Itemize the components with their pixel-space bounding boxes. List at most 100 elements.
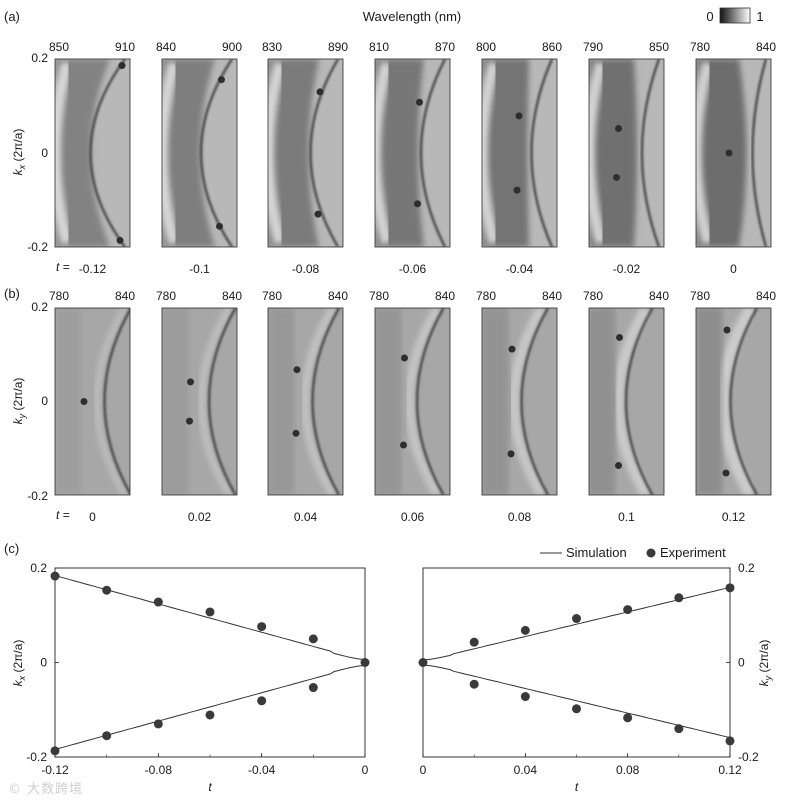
kx-axis-label: kx (2π/a) — [11, 640, 27, 687]
row-b-y-axis-label: ky (2π/a) — [11, 378, 27, 425]
map-panel: 780 840 0 — [690, 40, 776, 276]
wavelength-tick-label: 780 — [690, 40, 710, 54]
map-bright-edge — [198, 308, 233, 495]
t-value-label: -0.02 — [613, 262, 641, 276]
map-bright-edge — [55, 61, 73, 245]
experiment-point — [308, 683, 318, 693]
map-frame — [695, 58, 772, 248]
experiment-point — [257, 696, 267, 706]
wavelength-tick-label: 780 — [583, 289, 603, 303]
row-b-y-tick-top: 0.2 — [31, 300, 48, 314]
wavelength-tick-label: 910 — [115, 40, 135, 54]
measured-point — [723, 326, 731, 334]
y-tick-label: 0 — [40, 656, 47, 670]
map-panel: 780 840 0.12 — [690, 289, 776, 524]
experiment-point — [469, 679, 479, 689]
legend: Simulation Experiment — [540, 545, 726, 560]
panel-label-b: (b) — [4, 286, 20, 301]
measured-point — [293, 366, 301, 374]
map-bright-edge — [162, 61, 180, 245]
map-panel: 780 840 0.04 — [262, 289, 348, 524]
y-tick-label: 0 — [738, 656, 745, 670]
legend-experiment-label: Experiment — [660, 545, 726, 560]
measured-point — [118, 62, 126, 70]
map-dark-region — [589, 59, 637, 247]
wavelength-tick-label: 840 — [649, 289, 669, 303]
map-panel: 780 840 0.06 — [369, 289, 455, 524]
x-tick-label: 0.08 — [616, 763, 640, 777]
map-bright-edge — [405, 308, 442, 495]
measured-point — [80, 398, 88, 405]
x-tick-label: 0 — [420, 763, 427, 777]
map-frame — [267, 58, 344, 248]
wavelength-tick-label: 780 — [690, 289, 710, 303]
measured-point — [613, 173, 620, 181]
map-panel: 780 840 0.08 — [476, 289, 562, 524]
map-frame — [374, 307, 451, 496]
x-axis-label: t — [208, 780, 212, 794]
experiment-point — [520, 625, 530, 635]
map-dark-region — [482, 59, 529, 247]
experiment-point — [572, 704, 581, 714]
wavelength-tick-label: 840 — [328, 289, 348, 303]
measured-point — [508, 345, 516, 353]
panel-label-c: (c) — [4, 541, 19, 556]
row-b-y-tick-bottom: -0.2 — [27, 489, 48, 503]
measured-point — [416, 98, 423, 106]
map-bright-edge — [268, 61, 286, 245]
t-value-label: 0.04 — [294, 510, 318, 524]
simulation-line — [54, 665, 366, 750]
measured-point — [314, 210, 322, 218]
experiment-point — [308, 634, 318, 644]
dispersion-curve — [520, 308, 549, 495]
map-dark-region — [696, 308, 723, 495]
map-dark-region — [589, 308, 616, 495]
map-frame — [267, 307, 344, 496]
wavelength-tick-label: 870 — [435, 40, 455, 54]
experiment-point — [205, 607, 215, 617]
dispersion-curve — [311, 308, 340, 495]
wavelength-tick-label: 840 — [542, 289, 562, 303]
legend-simulation-label: Simulation — [566, 545, 627, 560]
experiment-point — [360, 658, 370, 667]
colorbar-min-label: 0 — [706, 9, 713, 24]
experiment-point — [418, 658, 428, 667]
dispersion-curve — [89, 59, 126, 247]
colorbar: 0 1 — [706, 7, 764, 24]
measured-point — [400, 441, 407, 449]
measured-point — [616, 333, 623, 341]
map-bright-edge — [613, 308, 652, 495]
x-tick-label: 0.04 — [514, 763, 538, 777]
y-tick-label: 0.2 — [738, 561, 755, 575]
map-panel: 850 910 -0.12 — [49, 40, 135, 276]
measured-point — [216, 222, 223, 230]
map-frame — [588, 58, 665, 248]
dispersion-curve — [751, 59, 768, 247]
wavelength-tick-label: 840 — [222, 289, 242, 303]
wavelength-tick-label: 890 — [328, 40, 348, 54]
colorbar-max-label: 1 — [756, 9, 763, 24]
map-frame — [695, 307, 772, 496]
experiment-point — [50, 571, 60, 581]
map-frame — [54, 307, 131, 496]
wavelength-tick-label: 780 — [369, 289, 389, 303]
wavelength-tick-label: 780 — [476, 289, 496, 303]
t-value-label: -0.06 — [399, 262, 427, 276]
map-dark-region — [162, 59, 215, 247]
map-dark-region — [162, 308, 189, 495]
map-panel: 780 840 0.1 — [583, 289, 669, 524]
experiment-point — [102, 731, 112, 741]
row-a-y-tick-mid: 0 — [41, 146, 48, 160]
wavelength-tick-label: 790 — [583, 40, 603, 54]
map-dark-region — [482, 308, 509, 495]
map-panel: 800 860 -0.04 — [476, 40, 562, 276]
row-b-y-axis: 0.2 0 -0.2 ky (2π/a) t = — [11, 300, 70, 522]
measured-point — [414, 200, 421, 208]
map-panel: 780 840 0.02 — [156, 289, 242, 524]
experiment-point — [674, 724, 684, 734]
map-panel: 780 840 0 — [49, 289, 135, 524]
wavelength-axis-title: Wavelength (nm) — [363, 9, 462, 24]
t-value-label: 0 — [89, 510, 96, 524]
t-value-label: -0.12 — [79, 262, 107, 276]
dispersion-curve — [420, 59, 446, 247]
